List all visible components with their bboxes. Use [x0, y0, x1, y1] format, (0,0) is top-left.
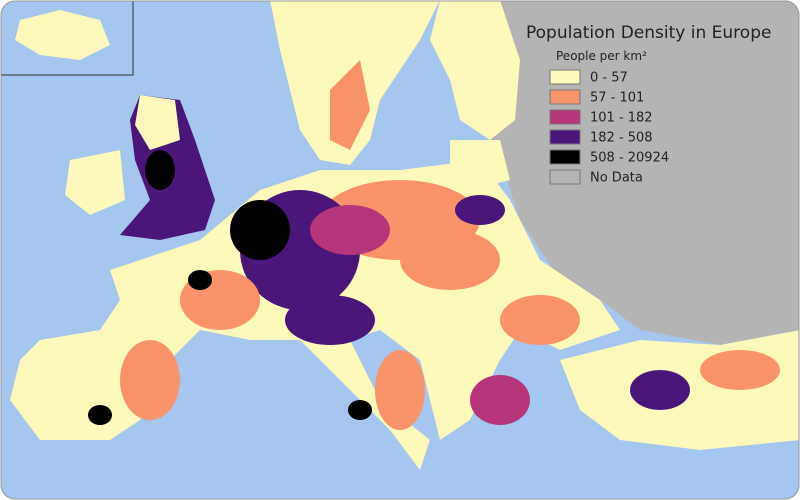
legend-label: No Data — [590, 171, 643, 186]
land — [65, 150, 125, 215]
legend-swatch — [549, 169, 581, 185]
legend-title: People per km² — [556, 49, 647, 63]
legend-label: 101 - 182 — [590, 111, 653, 126]
legend-label: 182 - 508 — [590, 131, 653, 146]
legend-swatch — [549, 129, 581, 145]
legend-swatch — [549, 89, 581, 105]
inset-land — [15, 10, 110, 60]
legend-label: 508 - 20924 — [590, 151, 669, 166]
legend: 0 - 57 57 - 101 101 - 182 182 - 508 508 - 20… — [549, 69, 669, 186]
density-patches — [88, 150, 780, 430]
legend-label: 57 - 101 — [590, 91, 644, 106]
map-title: Population Density in Europe — [526, 23, 771, 43]
land — [430, 1, 520, 140]
legend-label: 0 - 57 — [590, 71, 628, 86]
legend-swatch — [549, 69, 581, 85]
land — [330, 60, 370, 150]
no-data-region — [440, 1, 799, 345]
legend-swatch — [549, 109, 581, 125]
legend-swatch — [549, 149, 581, 165]
land — [135, 95, 180, 150]
